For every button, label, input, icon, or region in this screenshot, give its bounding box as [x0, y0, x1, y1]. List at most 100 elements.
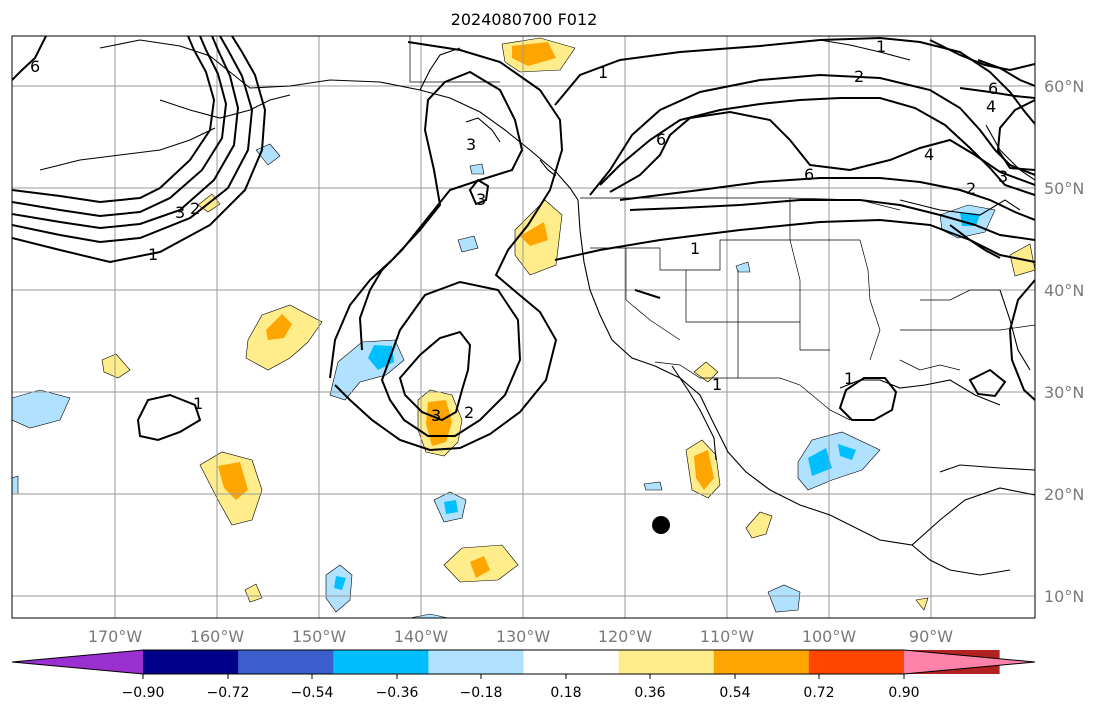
contour-line [619, 177, 1035, 221]
positive-anomaly-core [470, 556, 490, 578]
contour-line [629, 199, 1035, 241]
contour-label: 3 [466, 135, 476, 154]
colorbar: −0.90 −0.72 −0.54 −0.36 −0.18 0.18 0.36 … [11, 649, 1036, 701]
colorbar-tick-label: −0.54 [291, 685, 334, 701]
contour-line [1008, 279, 1035, 401]
contour-line [996, 99, 1035, 171]
contour-line [949, 224, 1001, 259]
political-borders [409, 36, 1035, 421]
contour-line [380, 280, 522, 437]
negative-anomaly-shading [767, 584, 801, 613]
contour-line [977, 59, 1035, 87]
colorbar-tick-labels: −0.90 −0.72 −0.54 −0.36 −0.18 0.18 0.36 … [122, 685, 920, 701]
contour-label: 6 [804, 165, 814, 184]
colorbar-tick-label: 0.72 [803, 685, 834, 701]
contour-line [12, 36, 254, 244]
lon-label: 150°W [292, 627, 347, 646]
contour-label: 3 [998, 167, 1008, 186]
colorbar-tick-label: −0.72 [207, 685, 250, 701]
colorbar-tick-label: 0.90 [888, 685, 919, 701]
contour-line [12, 36, 240, 230]
colorbar-tick-label: −0.36 [376, 685, 419, 701]
contour-line [554, 218, 1035, 263]
contour-label: 1 [876, 37, 886, 56]
colorbar-ticks [142, 674, 905, 679]
colorbar-segment [428, 650, 524, 674]
contour-line [589, 73, 1035, 196]
negative-anomaly-shading [457, 235, 479, 253]
colorbar-tick-label: 0.18 [550, 685, 581, 701]
contour-label: 3 [476, 190, 486, 209]
graticule [12, 36, 1035, 618]
map-frame [11, 35, 1036, 619]
contour-label: 2 [190, 199, 200, 218]
contour-lines [12, 36, 1035, 452]
lat-label: 50°N [1044, 179, 1084, 198]
negative-anomaly-shading [12, 389, 71, 429]
contour-line [609, 110, 1035, 193]
contour-label: 6 [656, 130, 666, 149]
colorbar-segment [618, 650, 715, 674]
contour-label: 6 [30, 57, 40, 76]
contour-line [12, 36, 216, 204]
lon-label: 110°W [700, 627, 755, 646]
lon-label: 130°W [496, 627, 551, 646]
colorbar-extend-low [12, 650, 143, 674]
negative-anomaly-shading [735, 261, 751, 273]
contour-line [929, 39, 1035, 72]
contour-line [468, 178, 490, 206]
colorbar-tick-label: 0.36 [634, 685, 665, 701]
contour-line [634, 289, 661, 299]
contour-line [554, 36, 1035, 125]
contour-label: 2 [854, 67, 864, 86]
negative-anomaly-core [444, 500, 458, 514]
positive-anomaly-shading [244, 583, 263, 603]
contour-label: 2 [966, 179, 976, 198]
lat-label: 10°N [1044, 587, 1084, 606]
colorbar-segment [333, 650, 429, 674]
colorbar-extend-high [904, 650, 1035, 674]
longitude-labels: 170°W 160°W 150°W 140°W 130°W 120°W 110°… [88, 627, 953, 646]
positive-anomaly-shading [915, 597, 929, 611]
positive-anomaly-shading [745, 511, 773, 539]
lon-label: 90°W [909, 627, 953, 646]
lon-label: 170°W [88, 627, 143, 646]
latitude-labels: 60°N 50°N 40°N 30°N 20°N 10°N [1044, 77, 1084, 606]
negative-anomaly-shading [12, 475, 19, 495]
contour-line [12, 36, 228, 218]
shading-layer [12, 37, 1035, 618]
lon-label: 140°W [394, 627, 449, 646]
contour-line [334, 41, 564, 452]
contour-line [968, 368, 1007, 398]
contour-label: 4 [924, 145, 934, 164]
storm-center-marker [652, 516, 670, 534]
contour-label: 3 [175, 203, 185, 222]
lat-label: 20°N [1044, 485, 1084, 504]
colorbar-segments [11, 649, 1036, 675]
lon-label: 120°W [598, 627, 653, 646]
colorbar-segment [143, 650, 239, 674]
negative-anomaly-shading [797, 431, 881, 491]
colorbar-tick-label: 0.54 [719, 685, 750, 701]
contour-label: 1 [148, 245, 158, 264]
colorbar-tick-label: −0.18 [460, 685, 503, 701]
contour-label: 3 [431, 406, 441, 425]
positive-anomaly-shading [693, 361, 719, 383]
lat-label: 30°N [1044, 383, 1084, 402]
lon-label: 100°W [802, 627, 857, 646]
colorbar-segment [808, 650, 905, 674]
contour-labels: 6 3 2 1 3 3 3 2 1 1 6 6 2 1 4 6 3 2 4 1 … [30, 37, 1008, 425]
contour-line [959, 87, 1035, 99]
contour-label: 1 [598, 63, 608, 82]
contour-label: 1 [690, 239, 700, 258]
contour-label: 2 [464, 403, 474, 422]
lon-label: 160°W [190, 627, 245, 646]
colorbar-segment [713, 650, 810, 674]
negative-anomaly-shading [469, 163, 485, 175]
negative-anomaly-core [808, 448, 832, 476]
positive-anomaly-core [694, 450, 714, 490]
negative-anomaly-core [838, 444, 856, 460]
negative-anomaly-core [334, 576, 346, 590]
contour-line [136, 393, 202, 442]
